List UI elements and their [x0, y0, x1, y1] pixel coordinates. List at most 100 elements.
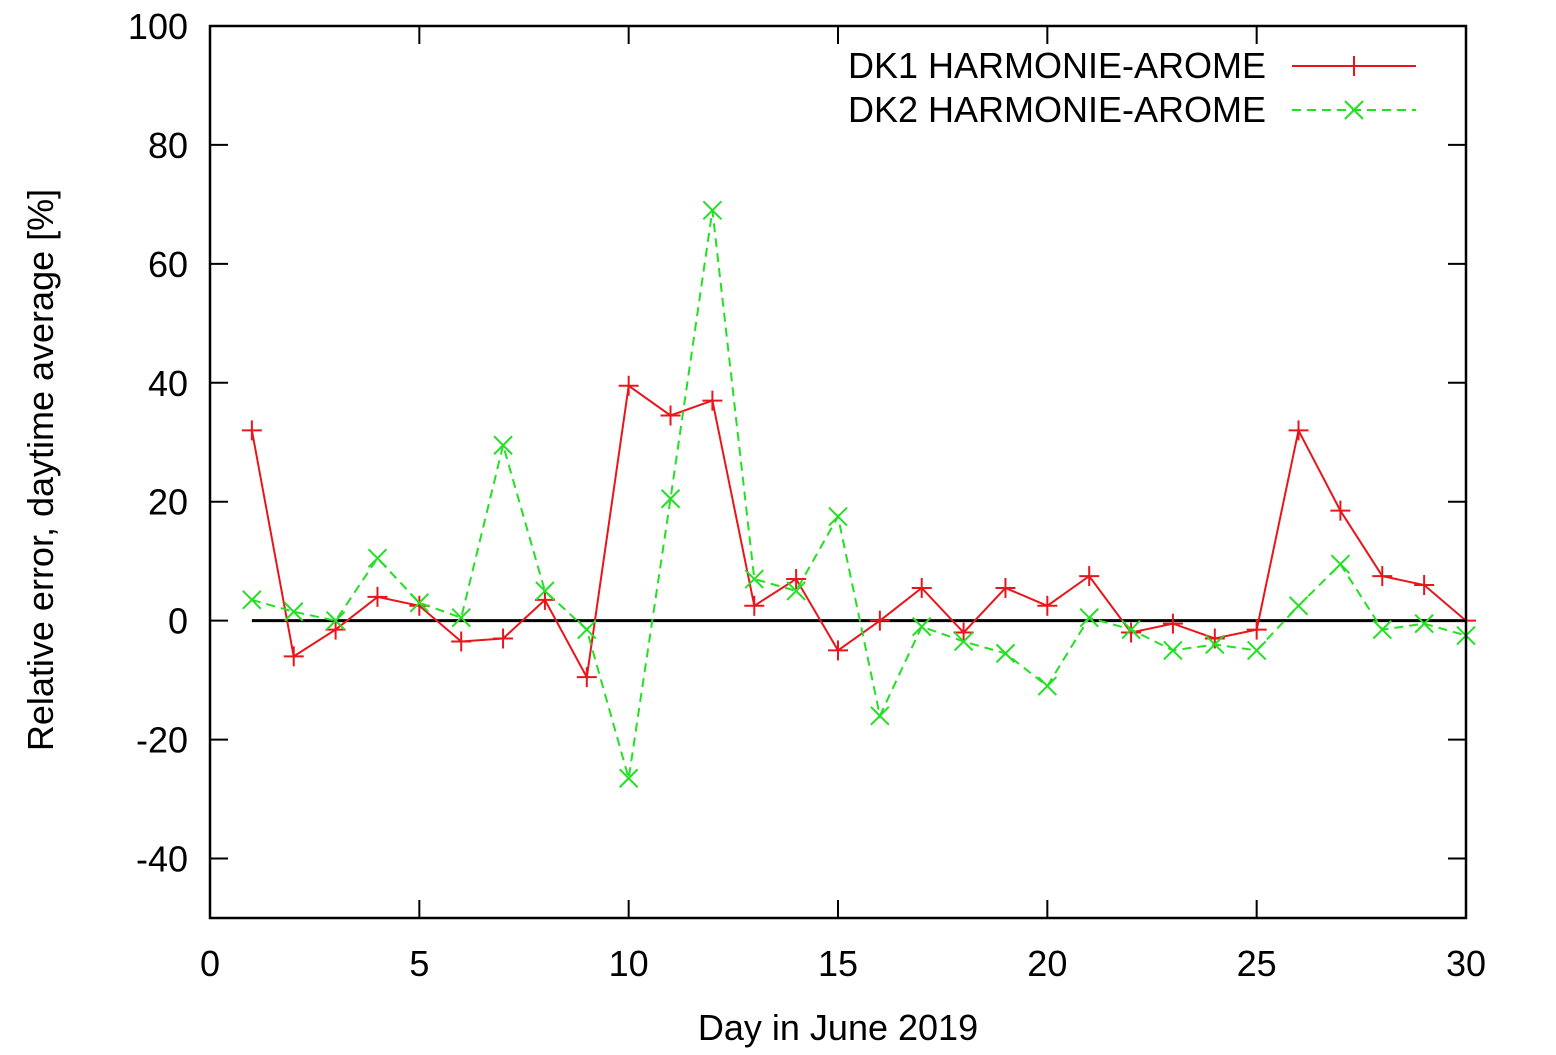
data-point: [744, 569, 764, 589]
data-point: [1121, 622, 1142, 643]
legend-label-dk1: DK1 HARMONIE-AROME: [848, 45, 1266, 86]
marker-stroke: [870, 706, 890, 726]
data-point: [1330, 554, 1351, 574]
y-tick-label: 100: [128, 6, 188, 47]
y-axis-title: Relative error, daytime average [%]: [20, 189, 61, 751]
x-axis-title: Day in June 2019: [698, 1007, 978, 1048]
data-point: [744, 595, 765, 616]
marker-stroke: [1372, 619, 1392, 640]
y-tick-label: 40: [148, 363, 188, 404]
data-point: [912, 616, 932, 637]
data-point: [1414, 613, 1434, 634]
marker-stroke: [535, 581, 555, 601]
data-point: [535, 581, 555, 601]
data-point: [1288, 596, 1309, 616]
marker-stroke: [660, 489, 681, 509]
data-point: [367, 586, 388, 607]
legend-swatches: [1292, 56, 1416, 120]
data-point: [660, 405, 681, 426]
data-point: [284, 602, 304, 622]
marker-stroke: [618, 768, 639, 788]
data-point: [1246, 619, 1267, 640]
series-2: [242, 200, 1476, 788]
data-point: [493, 435, 513, 455]
data-point: [1372, 619, 1392, 640]
data-point: [534, 589, 555, 610]
data-point: [828, 506, 848, 527]
y-tick-label: 20: [148, 482, 188, 523]
data-point: [828, 640, 848, 661]
legend-label-dk2: DK2 HARMONIE-AROME: [848, 89, 1266, 130]
y-tick-label: 60: [148, 244, 188, 285]
data-point: [911, 577, 932, 598]
x-tick-label: 30: [1446, 943, 1486, 984]
marker-stroke: [242, 590, 262, 610]
marker-stroke: [1121, 619, 1141, 640]
data-point: [1163, 640, 1183, 661]
data-point: [576, 667, 597, 688]
legend: DK1 HARMONIE-AROME DK2 HARMONIE-AROME: [848, 45, 1416, 130]
y-tick-label: -40: [136, 839, 188, 880]
data-point: [1162, 613, 1183, 634]
data-point: [325, 619, 346, 640]
x-tick-label: 10: [609, 943, 649, 984]
data-point: [577, 619, 597, 640]
data-point: [786, 569, 807, 590]
marker-stroke: [744, 569, 764, 589]
marker-stroke: [577, 619, 597, 640]
data-point: [995, 577, 1016, 598]
tick-labels: -40 -20 0 20 40 60 80 100 0 5 10 15 20 25 30: [128, 6, 1486, 984]
x-tick-label: 20: [1027, 943, 1067, 984]
marker-stroke: [828, 506, 848, 527]
data-point: [1037, 595, 1058, 616]
marker-stroke: [1205, 634, 1225, 655]
data-point: [451, 631, 472, 652]
marker-stroke: [912, 616, 932, 637]
series-layer: [241, 200, 1476, 788]
data-point: [451, 607, 471, 628]
series-line: [251, 210, 1467, 779]
data-point: [618, 375, 639, 396]
data-point: [493, 628, 514, 649]
series-line: [250, 384, 1467, 681]
plot-frame: [208, 24, 1468, 920]
data-point: [1079, 566, 1100, 587]
data-point: [325, 610, 346, 631]
marker-stroke: [995, 643, 1016, 664]
data-point: [995, 643, 1016, 664]
data-point: [367, 548, 388, 568]
data-point: [702, 200, 723, 221]
x-tick-label: 15: [818, 943, 858, 984]
marker-stroke: [1414, 613, 1434, 634]
data-point: [1330, 500, 1351, 521]
marker-stroke: [953, 631, 974, 652]
data-point: [242, 590, 262, 610]
y-tick-label: 0: [168, 601, 188, 642]
legend-marker-2: [1344, 100, 1364, 120]
data-point: [1121, 619, 1141, 640]
marker-stroke: [409, 593, 430, 613]
marker-stroke: [493, 435, 513, 455]
data-point: [702, 390, 723, 411]
data-point: [786, 581, 806, 601]
data-point: [1372, 566, 1393, 587]
data-point: [1037, 676, 1058, 696]
marker-stroke: [786, 581, 806, 601]
marker-stroke: [702, 200, 723, 221]
axis-ticks: [209, 25, 1467, 918]
marker-stroke: [451, 607, 471, 628]
x-tick-label: 0: [200, 943, 220, 984]
data-point: [869, 610, 890, 631]
data-point: [870, 706, 890, 726]
data-point: [1288, 420, 1309, 441]
data-point: [953, 631, 974, 652]
marker-stroke: [367, 548, 388, 568]
data-point: [953, 622, 974, 643]
data-point: [409, 593, 430, 613]
marker-stroke: [1330, 554, 1351, 574]
data-point: [1414, 574, 1435, 595]
data-point: [1246, 640, 1267, 661]
x-tick-label: 25: [1237, 943, 1277, 984]
marker-stroke: [1163, 640, 1183, 661]
